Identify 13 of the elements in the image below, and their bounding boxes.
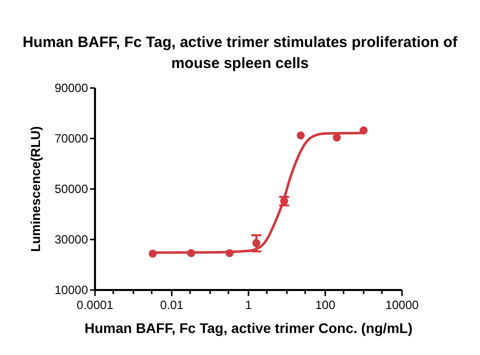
- y-tick-label: 90000: [54, 81, 88, 96]
- chart-title: Human BAFF, Fc Tag, active trimer stimulates proliferation of mouse spleen cells: [22, 34, 458, 72]
- x-axis-title: Human BAFF, Fc Tag, active trimer Conc. (ng/mL): [84, 320, 413, 336]
- x-tick-label: 1: [245, 298, 252, 312]
- y-tick-label: 50000: [54, 182, 88, 196]
- x-tick-label: 100: [315, 298, 336, 312]
- x-tick-label: 0.0001: [76, 298, 114, 312]
- x-tick-label: 10000: [385, 298, 420, 312]
- x-tick-label: 0.01: [160, 298, 184, 312]
- y-tick-label: 70000: [54, 132, 88, 146]
- y-axis-title: Luminescence(RLU): [28, 126, 43, 252]
- y-tick-label: 30000: [54, 232, 88, 247]
- y-tick-label: 10000: [54, 283, 88, 298]
